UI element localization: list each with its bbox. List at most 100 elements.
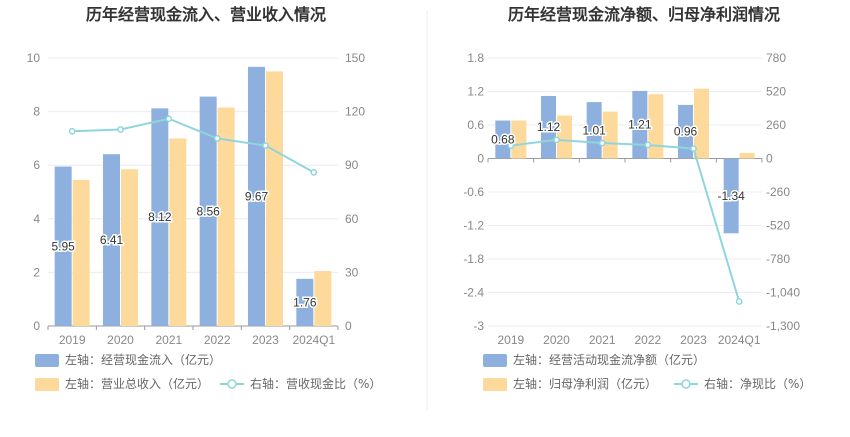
ratio-point xyxy=(117,126,124,133)
right-axis-tick: 780 xyxy=(766,51,786,65)
bar-data-label: 1.76 xyxy=(293,295,317,309)
bar-primary xyxy=(495,120,511,159)
left-axis-tick: 1.8 xyxy=(467,51,484,65)
bar-data-label: -1.34 xyxy=(717,189,745,203)
legend-line-marker xyxy=(227,379,237,389)
chart-title: 历年经营现金流净额、归母净利润情况 xyxy=(508,5,780,24)
category-label: 2023 xyxy=(680,333,707,347)
chart-title: 历年经营现金流入、营业收入情况 xyxy=(86,5,326,24)
legend-swatch xyxy=(483,378,507,391)
bar-data-label: 0.68 xyxy=(491,133,515,147)
ratio-point xyxy=(68,127,76,135)
bar-data-label: 0.96 xyxy=(674,125,698,139)
category-label: 2022 xyxy=(634,333,661,347)
bar-primary xyxy=(151,108,169,326)
right-axis-tick: 0 xyxy=(345,319,352,333)
legend-label: 左轴：营业总收入（亿元） xyxy=(65,376,209,391)
right-axis-tick: -1,300 xyxy=(766,319,800,333)
legend-label: 右轴：营收现金比（%） xyxy=(250,376,381,391)
bar-secondary xyxy=(314,271,332,326)
chart-right: 历年经营现金流净额、归母净利润情况 1.8 1.2 0.6 0 -0.6 -1.2 -1.8 -… xyxy=(463,5,811,391)
bar-primary xyxy=(723,158,739,234)
category-label: 2023 xyxy=(252,333,279,347)
bar-secondary xyxy=(266,71,283,327)
left-axis-tick: -1.8 xyxy=(463,252,484,266)
bar-data-label: 1.21 xyxy=(628,118,652,132)
right-axis-tick: -780 xyxy=(766,252,790,266)
bar-data-label: 6.41 xyxy=(100,233,124,247)
right-axis-tick: 30 xyxy=(345,265,359,279)
ratio-point xyxy=(690,145,697,152)
legend-swatch xyxy=(35,378,59,391)
ratio-line xyxy=(510,138,741,302)
ratio-point xyxy=(213,135,221,142)
ratio-point xyxy=(598,139,606,147)
ratio-point xyxy=(310,168,318,176)
category-label: 2021 xyxy=(589,333,616,347)
left-axis-tick: 4 xyxy=(33,212,40,226)
bar-secondary xyxy=(557,115,572,159)
category-label: 2020 xyxy=(543,333,570,347)
left-axis-tick: 0.6 xyxy=(467,118,484,132)
bar-secondary xyxy=(739,152,755,159)
chart-left: 历年经营现金流入、营业收入情况 0 2 4 6 8 10 0 30 60 90 120 150 2019 2… xyxy=(27,5,381,391)
right-axis-tick: 150 xyxy=(345,51,365,65)
ratio-line xyxy=(72,117,315,174)
right-axis-tick: 90 xyxy=(345,158,359,172)
category-label: 2024Q1 xyxy=(718,333,761,347)
legend-label: 左轴：经营活动现金流净额（亿元） xyxy=(513,352,705,367)
right-axis-tick: -260 xyxy=(766,185,790,199)
left-axis-tick: -3 xyxy=(473,319,484,333)
bar-primary xyxy=(199,96,217,326)
legend-swatch xyxy=(483,354,507,367)
left-axis-tick: 8 xyxy=(33,105,40,119)
legend-label: 左轴：归母净利润（亿元） xyxy=(513,376,657,391)
category-label: 2024Q1 xyxy=(292,333,335,347)
bar-data-label: 1.01 xyxy=(582,123,606,137)
bar-secondary xyxy=(602,111,618,159)
legend-swatch xyxy=(35,354,59,367)
right-axis-tick: 260 xyxy=(766,118,786,132)
category-label: 2019 xyxy=(59,333,86,347)
bar-primary xyxy=(248,66,265,327)
left-axis-tick: -1.2 xyxy=(463,219,484,233)
bar-secondary xyxy=(648,94,664,159)
category-label: 2021 xyxy=(155,333,182,347)
ratio-point xyxy=(507,142,515,149)
ratio-point xyxy=(735,298,743,305)
bar-data-label: 9.67 xyxy=(245,189,269,203)
left-axis-tick: -2.4 xyxy=(463,286,484,300)
bar-secondary xyxy=(121,169,138,326)
bar-secondary xyxy=(169,138,187,326)
category-label: 2019 xyxy=(497,333,524,347)
bar-data-label: 8.12 xyxy=(148,210,172,224)
legend-line-marker xyxy=(681,379,691,389)
bar-primary xyxy=(541,95,556,159)
bar-primary xyxy=(678,104,693,159)
left-axis-tick: 6 xyxy=(33,158,40,172)
category-label: 2020 xyxy=(107,333,134,347)
right-axis-tick: -520 xyxy=(766,219,790,233)
bar-secondary xyxy=(217,107,235,326)
right-axis-tick: 60 xyxy=(345,212,359,226)
legend-label: 左轴：经营现金流入（亿元） xyxy=(65,352,221,367)
right-axis-tick: 520 xyxy=(766,85,786,99)
left-axis-tick: -0.6 xyxy=(463,185,484,199)
left-axis-tick: 1.2 xyxy=(467,85,484,99)
bar-secondary xyxy=(511,120,527,159)
ratio-point xyxy=(644,141,652,149)
bar-data-label: 1.12 xyxy=(537,120,561,134)
left-axis-tick: 0 xyxy=(477,152,484,166)
left-axis-tick: 2 xyxy=(33,265,40,279)
left-axis-tick: 0 xyxy=(33,319,40,333)
bar-primary xyxy=(54,166,72,326)
category-label: 2022 xyxy=(204,333,231,347)
bar-primary xyxy=(632,90,648,159)
ratio-point xyxy=(262,142,269,149)
ratio-point xyxy=(165,115,173,123)
bar-data-label: 5.95 xyxy=(51,239,75,253)
bar-primary xyxy=(586,102,602,159)
right-axis-tick: 120 xyxy=(345,105,365,119)
right-axis-tick: -1,040 xyxy=(766,286,800,300)
